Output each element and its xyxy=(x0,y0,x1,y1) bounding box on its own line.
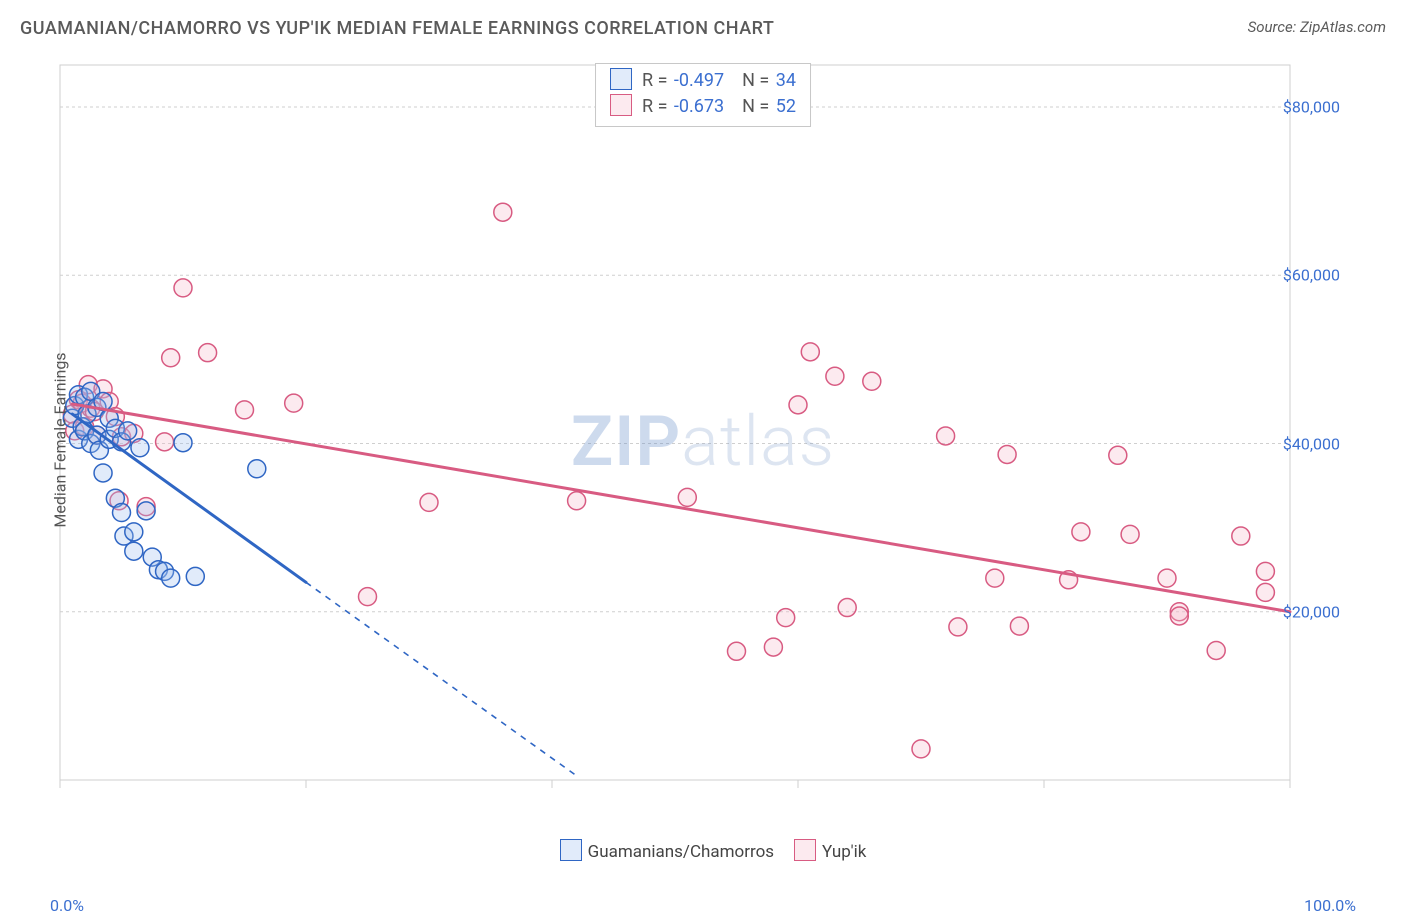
y-tick-label: $80,000 xyxy=(1283,98,1340,117)
chart-area: Median Female Earnings $20,000 $40,000 $60… xyxy=(50,60,1350,820)
legend-label-guam: Guamanians/Chamorros xyxy=(588,842,774,862)
y-axis-label: Median Female Earnings xyxy=(51,352,70,527)
legend-row-guam: R = -0.497N = 34 xyxy=(610,68,796,94)
legend-swatch-guam xyxy=(560,839,582,861)
legend-swatch-yupik xyxy=(794,839,816,861)
x-max-label: 100.0% xyxy=(1304,896,1356,915)
x-min-label: 0.0% xyxy=(50,896,84,915)
chart-title: GUAMANIAN/CHAMORRO VS YUP'IK MEDIAN FEMA… xyxy=(20,18,774,39)
series-legend: Guamanians/Chamorros Yup'ik xyxy=(0,839,1406,862)
correlation-legend: R = -0.497N = 34R = -0.673N = 52 xyxy=(595,63,811,127)
legend-label-yupik: Yup'ik xyxy=(822,842,866,862)
y-tick-label: $20,000 xyxy=(1283,602,1340,621)
y-tick-label: $40,000 xyxy=(1283,434,1340,453)
source-label: Source: ZipAtlas.com xyxy=(1248,18,1386,36)
scatter-plot xyxy=(50,60,1350,820)
y-tick-label: $60,000 xyxy=(1283,266,1340,285)
legend-row-yupik: R = -0.673N = 52 xyxy=(610,94,796,120)
